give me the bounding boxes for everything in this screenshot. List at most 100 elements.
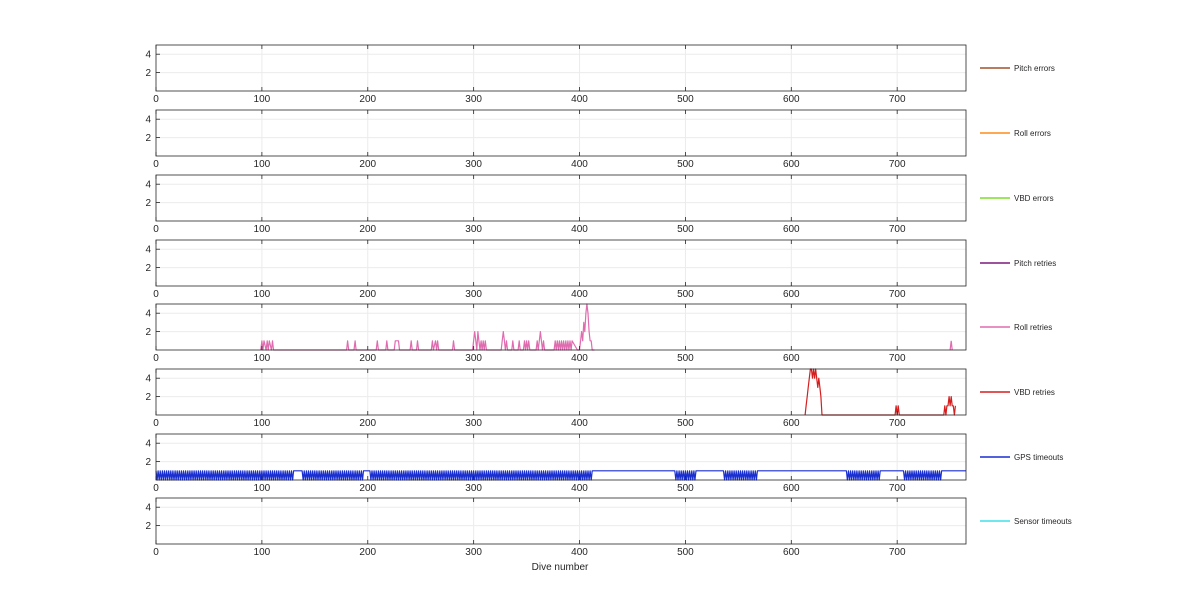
y-tick-label: 2: [145, 457, 151, 468]
legend-label: Roll errors: [1014, 129, 1051, 138]
x-tick-label: 700: [889, 159, 906, 170]
y-tick-label: 4: [145, 180, 151, 191]
x-tick-label: 200: [359, 483, 376, 494]
x-tick-label: 600: [783, 353, 800, 364]
x-tick-label: 400: [571, 418, 588, 429]
x-tick-label: 200: [359, 547, 376, 558]
x-tick-label: 0: [153, 418, 159, 429]
y-tick-label: 4: [145, 503, 151, 514]
x-tick-label: 200: [359, 289, 376, 300]
x-tick-label: 700: [889, 94, 906, 105]
x-tick-label: 100: [254, 289, 271, 300]
legend-entry: VBD retries: [980, 388, 1055, 397]
panel-vbd-errors: 0 100 200 300 400 500 600 700 2 4 VBD errors: [145, 174, 1054, 235]
x-tick-label: 300: [465, 353, 482, 364]
x-tick-label: 100: [254, 418, 271, 429]
x-tick-label: 200: [359, 94, 376, 105]
axes-background: [156, 498, 966, 544]
axes-box: [155, 303, 967, 351]
y-tick-label: 2: [145, 327, 151, 338]
axes-box: [155, 368, 967, 416]
y-tick-label: 4: [145, 309, 151, 320]
y-tick-label: 2: [145, 263, 151, 274]
x-tick-label: 0: [153, 483, 159, 494]
x-tick-label: 600: [783, 483, 800, 494]
series-line: [155, 470, 966, 481]
x-tick-label: 700: [889, 418, 906, 429]
y-tick-label: 2: [145, 133, 151, 144]
x-tick-label: 400: [571, 353, 588, 364]
axes-background: [156, 45, 966, 91]
legend-label: Pitch errors: [1014, 64, 1055, 73]
x-tick-label: 300: [465, 483, 482, 494]
x-tick-label: 700: [889, 353, 906, 364]
x-tick-label: 0: [153, 224, 159, 235]
panel-pitch-errors: 0 100 200 300 400 500 600 700 2 4 Pitch errors: [145, 44, 1055, 105]
x-tick-label: 100: [254, 224, 271, 235]
x-tick-label: 500: [677, 159, 694, 170]
x-tick-label: 400: [571, 159, 588, 170]
y-tick-label: 4: [145, 374, 151, 385]
x-tick-label: 100: [254, 94, 271, 105]
axes-box: [155, 109, 967, 157]
x-tick-label: 100: [254, 159, 271, 170]
legend-label: Pitch retries: [1014, 259, 1056, 268]
legend-entry: Pitch errors: [980, 64, 1055, 73]
legend-entry: Roll retries: [980, 323, 1052, 332]
x-tick-label: 300: [465, 224, 482, 235]
panel-gps-timeouts: 0 100 200 300 400 500 600 700 2 4 GPS timeouts: [145, 433, 1063, 494]
y-tick-label: 2: [145, 392, 151, 403]
x-tick-label: 700: [889, 224, 906, 235]
axes-background: [156, 369, 966, 415]
x-tick-label: 200: [359, 353, 376, 364]
y-tick-label: 2: [145, 68, 151, 79]
x-tick-label: 0: [153, 353, 159, 364]
series-line-segment: [949, 340, 953, 351]
x-tick-label: 500: [677, 224, 694, 235]
x-tick-label: 700: [889, 483, 906, 494]
x-tick-label: 200: [359, 224, 376, 235]
x-tick-label: 700: [889, 289, 906, 300]
panel-pitch-retries: 0 100 200 300 400 500 600 700 2 4 Pitch retries: [145, 239, 1056, 300]
x-tick-label: 300: [465, 159, 482, 170]
x-tick-label: 400: [571, 224, 588, 235]
legend-label: GPS timeouts: [1014, 453, 1063, 462]
panel-vbd-retries: 0 100 200 300 400 500 600 700 2 4 VBD retries: [145, 368, 1055, 429]
x-tick-label: 100: [254, 483, 271, 494]
x-tick-label: 600: [783, 224, 800, 235]
x-tick-label: 0: [153, 94, 159, 105]
x-tick-label: 600: [783, 418, 800, 429]
x-tick-label: 200: [359, 418, 376, 429]
x-tick-label: 0: [153, 547, 159, 558]
legend-label: VBD retries: [1014, 388, 1055, 397]
y-tick-label: 4: [145, 245, 151, 256]
y-tick-label: 4: [145, 50, 151, 61]
axes-background: [156, 110, 966, 156]
x-tick-label: 500: [677, 483, 694, 494]
x-tick-label: 500: [677, 94, 694, 105]
x-tick-label: 0: [153, 159, 159, 170]
axes-box: [155, 239, 967, 287]
legend-label: Sensor timeouts: [1014, 517, 1072, 526]
x-tick-label: 500: [677, 547, 694, 558]
x-tick-label: 400: [571, 289, 588, 300]
x-tick-label: 500: [677, 418, 694, 429]
x-tick-label: 300: [465, 547, 482, 558]
legend-label: Roll retries: [1014, 323, 1052, 332]
x-axis-label: Dive number: [532, 562, 589, 573]
x-tick-label: 600: [783, 94, 800, 105]
x-tick-label: 100: [254, 353, 271, 364]
y-tick-label: 4: [145, 439, 151, 450]
legend-entry: Sensor timeouts: [980, 517, 1072, 526]
legend-entry: Pitch retries: [980, 259, 1056, 268]
axes-box: [155, 433, 967, 481]
x-tick-label: 600: [783, 547, 800, 558]
axes-box: [155, 497, 967, 545]
x-tick-label: 600: [783, 159, 800, 170]
x-tick-label: 300: [465, 94, 482, 105]
axes-box: [155, 44, 967, 92]
panel-sensor-timeouts: 0 100 200 300 400 500 600 700 2 4 Sensor timeouts: [145, 497, 1072, 558]
x-tick-label: 700: [889, 547, 906, 558]
